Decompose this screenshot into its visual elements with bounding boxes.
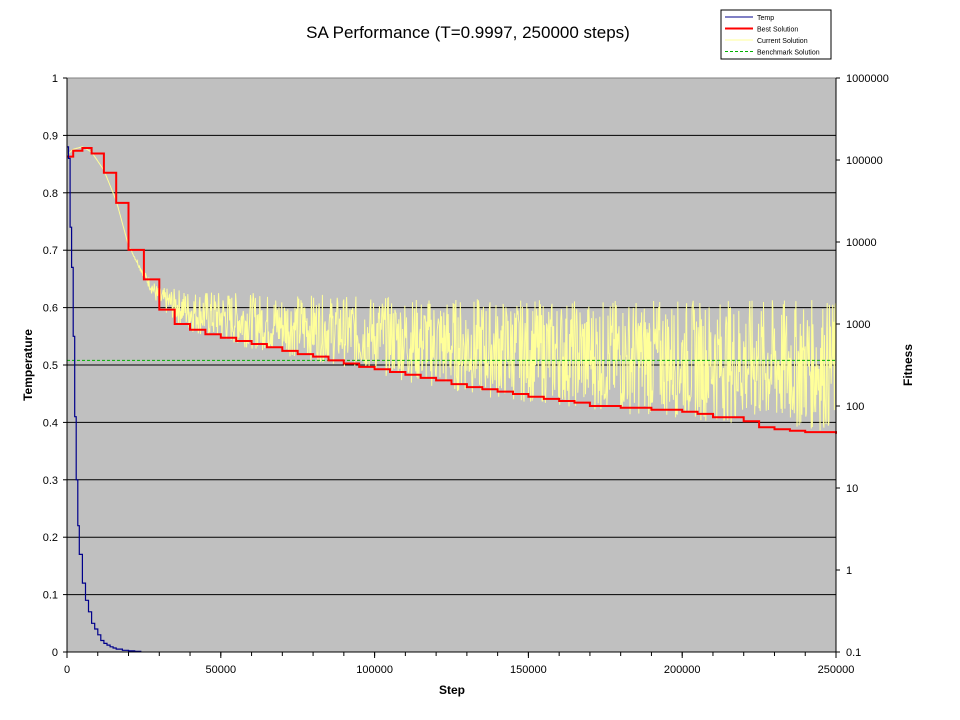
x-tick-label: 0 [64, 664, 70, 676]
x-tick-label: 250000 [818, 664, 855, 676]
y-right-axis-title: Fitness [901, 344, 915, 386]
y-left-tick-label: 0.5 [43, 360, 58, 372]
y-right-tick-label: 100 [846, 401, 864, 413]
y-right-tick-label: 1000000 [846, 73, 889, 85]
x-tick-label: 100000 [356, 664, 393, 676]
y-left-tick-label: 1 [52, 73, 58, 85]
x-tick-label: 50000 [206, 664, 237, 676]
y-left-tick-label: 0.9 [43, 130, 58, 142]
y-left-axis-title: Temperature [21, 329, 35, 401]
y-left-tick-label: 0.4 [43, 417, 58, 429]
x-axis-title: Step [439, 683, 465, 697]
legend: Temp Best Solution Current Solution Benchma… [721, 10, 831, 59]
y-left-tick-label: 0 [52, 647, 58, 659]
y-right-tick-label: 10 [846, 483, 858, 495]
chart-title: SA Performance (T=0.9997, 250000 steps) [306, 23, 630, 42]
legend-label: Current Solution [757, 38, 808, 45]
y-right-tick-label: 10000 [846, 237, 877, 249]
y-left-tick-label: 0.8 [43, 188, 58, 200]
legend-label: Best Solution [757, 27, 798, 34]
y-left-tick-label: 0.7 [43, 245, 58, 257]
y-right-tick-label: 1 [846, 565, 852, 577]
y-right-tick-label: 1000 [846, 319, 870, 331]
y-right-tick-label: 100000 [846, 155, 883, 167]
y-right-tick-label: 0.1 [846, 647, 861, 659]
x-tick-label: 200000 [664, 664, 701, 676]
chart: 0 0.1 0.2 0.3 0.4 0.5 0.6 0.7 0.8 0.9 1 0.1 1 10 100 10… [0, 0, 960, 720]
legend-label: Temp [757, 15, 774, 22]
legend-label: Benchmark Solution [757, 50, 820, 57]
y-left-tick-label: 0.1 [43, 590, 58, 602]
x-tick-label: 150000 [510, 664, 547, 676]
y-left-tick-label: 0.2 [43, 532, 58, 544]
y-left-tick-label: 0.6 [43, 303, 58, 315]
chart-svg: 0 0.1 0.2 0.3 0.4 0.5 0.6 0.7 0.8 0.9 1 0.1 1 10 100 10… [0, 0, 960, 720]
y-left-tick-label: 0.3 [43, 475, 58, 487]
